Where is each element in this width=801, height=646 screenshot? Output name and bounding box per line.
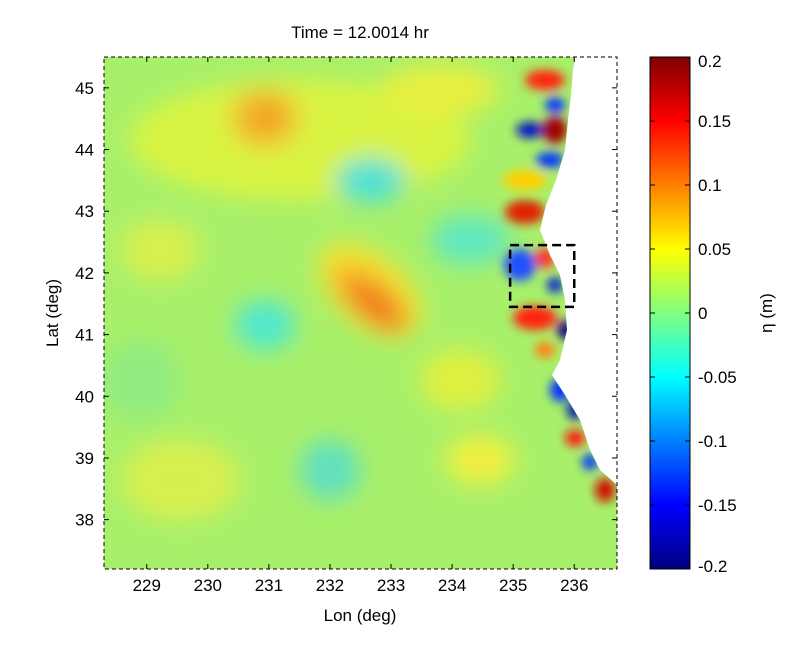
y-axis-label: Lat (deg) [43, 279, 62, 347]
x-tick-label: 234 [438, 576, 466, 595]
y-tick-label: 41 [75, 326, 94, 345]
x-tick-label: 229 [133, 576, 161, 595]
y-tick-label: 40 [75, 387, 94, 406]
x-axis-label: Lon (deg) [324, 606, 397, 625]
x-tick-label: 236 [560, 576, 588, 595]
chart-title: Time = 12.0014 hr [291, 23, 429, 42]
x-tick-label: 231 [255, 576, 283, 595]
y-tick-label: 45 [75, 79, 94, 98]
colorbar-tick-label: -0.05 [698, 368, 737, 387]
plot-frame [103, 56, 618, 570]
y-tick-label: 44 [75, 141, 94, 160]
y-tick-label: 39 [75, 449, 94, 468]
colorbar-label: η (m) [757, 293, 776, 333]
x-tick-label: 235 [499, 576, 527, 595]
x-tick-label: 230 [194, 576, 222, 595]
land-mask [540, 57, 617, 485]
colorbar-tick-label: 0 [698, 304, 707, 323]
y-tick-label: 43 [75, 202, 94, 221]
x-tick-label: 232 [316, 576, 344, 595]
x-tick-label: 233 [377, 576, 405, 595]
eta-field [104, 57, 617, 569]
colorbar-tick-label: 0.1 [698, 176, 722, 195]
colorbar-tick-label: -0.1 [698, 432, 727, 451]
highlight-box [508, 243, 576, 309]
colorbar-tick-label: 0.15 [698, 112, 731, 131]
y-axis: 38 39 40 41 42 43 44 45 [75, 79, 617, 530]
x-axis: 229 230 231 232 233 234 235 236 [133, 57, 588, 595]
colorbar-tick-label: -0.15 [698, 496, 737, 515]
colorbar-tick-label: 0.2 [698, 52, 722, 71]
colorbar [649, 56, 691, 570]
colorbar-axis: 0.2 0.15 0.1 0.05 0 -0.05 -0.1 -0.15 -0.2 [650, 52, 737, 576]
y-tick-label: 38 [75, 511, 94, 530]
colorbar-tick-label: 0.05 [698, 240, 731, 259]
y-tick-label: 42 [75, 264, 94, 283]
colorbar-tick-label: -0.2 [698, 557, 727, 576]
